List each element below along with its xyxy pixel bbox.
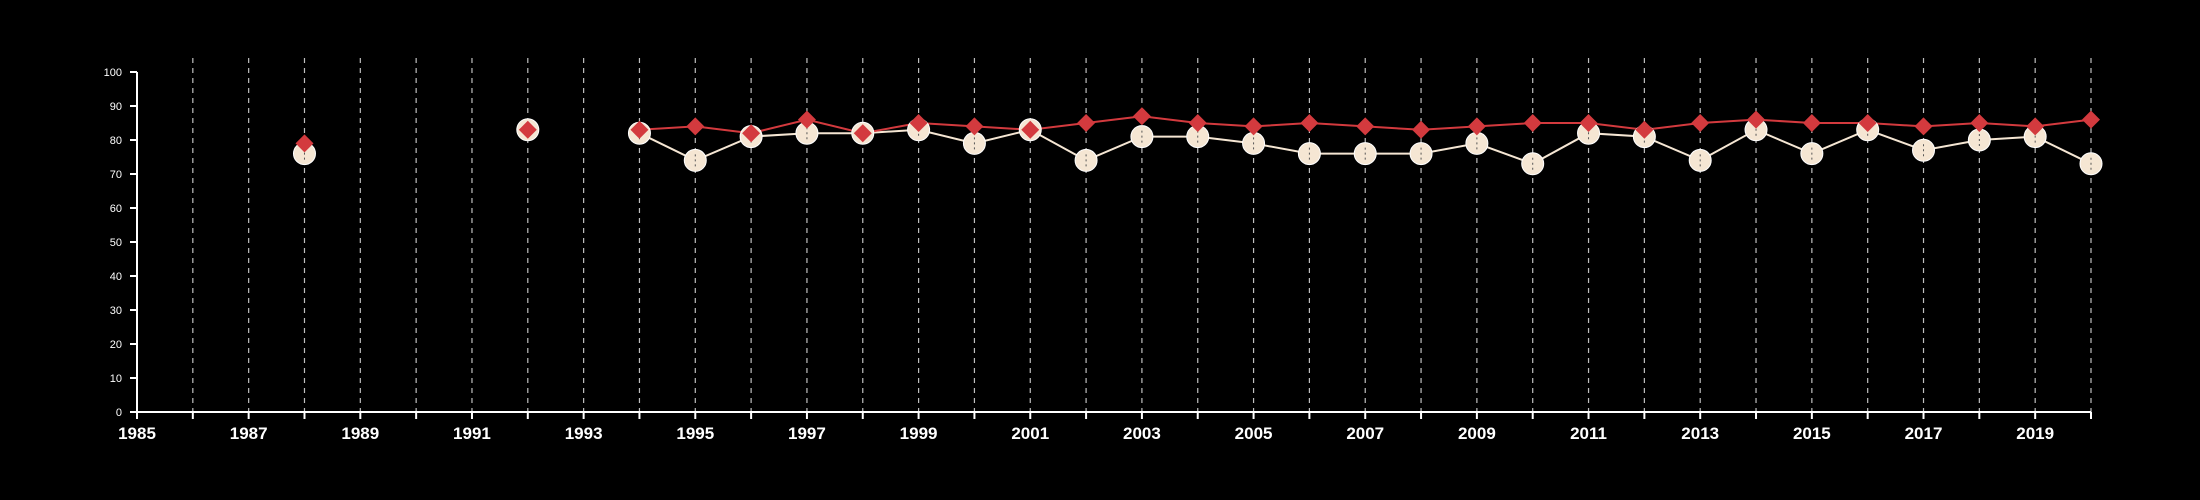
x-tick-label: 1993 (565, 424, 603, 443)
diamond-marker (1747, 110, 1766, 129)
diamond-marker (1802, 114, 1821, 132)
diamond-marker (1356, 117, 1375, 136)
x-tick-label: 2019 (2016, 424, 2054, 443)
diamond-marker (295, 134, 314, 153)
x-tick-label: 2003 (1123, 424, 1161, 443)
y-axis-ticks: 0 10 20 30 40 50 60 70 80 90 100 (104, 67, 137, 419)
diamond-marker (853, 124, 872, 143)
diamond-marker (1635, 120, 1654, 139)
diamond-marker (965, 117, 984, 136)
diamond-marker (630, 120, 649, 139)
x-tick-label: 1985 (118, 424, 156, 443)
diamond-marker (1132, 107, 1151, 126)
y-tick-label: 40 (110, 271, 122, 283)
diamond-marker (686, 117, 705, 136)
x-axis-ticks: 1985 1987 1989 1991 1993 1995 1997 1999 2001 2003… (118, 412, 2092, 443)
diamond-marker (1579, 114, 1598, 132)
diamond-marker (2082, 110, 2100, 129)
diamond-marker (1300, 114, 1319, 132)
diamond-marker (1914, 117, 1933, 136)
diamond-marker (797, 110, 816, 129)
x-tick-label: 1997 (788, 424, 826, 443)
x-tick-label: 2005 (1235, 424, 1273, 443)
y-tick-label: 10 (110, 373, 122, 385)
x-tick-label: 1999 (900, 424, 938, 443)
diamond-marker (1244, 117, 1263, 136)
diamond-marker (1691, 114, 1710, 132)
x-tick-label: 1987 (230, 424, 268, 443)
x-tick-label: 2001 (1011, 424, 1049, 443)
y-tick-label: 50 (110, 237, 122, 249)
series-markers (292, 107, 2103, 176)
x-tick-label: 1995 (676, 424, 714, 443)
x-tick-label: 2013 (1681, 424, 1719, 443)
diamond-marker (909, 114, 928, 132)
diamond-marker (1077, 114, 1096, 132)
diamond-marker (1970, 114, 1989, 132)
x-tick-label: 1989 (341, 424, 379, 443)
diamond-marker (742, 124, 761, 143)
diamond-marker (1412, 120, 1431, 139)
x-tick-label: 1991 (453, 424, 491, 443)
diamond-marker (1467, 117, 1486, 136)
y-tick-label: 100 (104, 67, 122, 79)
x-tick-label: 2011 (1570, 424, 1607, 443)
diamond-marker (1858, 114, 1877, 132)
y-tick-label: 90 (110, 101, 122, 113)
y-tick-label: 60 (110, 203, 122, 215)
diamond-marker (1021, 120, 1040, 139)
diamond-marker (1188, 114, 1207, 132)
x-tick-label: 2007 (1346, 424, 1384, 443)
x-tick-label: 2017 (1905, 424, 1943, 443)
y-tick-label: 0 (116, 407, 122, 419)
y-tick-label: 70 (110, 169, 122, 181)
x-tick-label: 2009 (1458, 424, 1496, 443)
diamond-marker (1523, 114, 1542, 132)
y-tick-label: 30 (110, 305, 122, 317)
x-tick-label: 2015 (1793, 424, 1831, 443)
y-tick-label: 20 (110, 339, 122, 351)
diamond-marker (518, 120, 537, 139)
diamond-marker (2026, 117, 2045, 136)
y-tick-label: 80 (110, 135, 122, 147)
grid-lines (192, 58, 2092, 412)
